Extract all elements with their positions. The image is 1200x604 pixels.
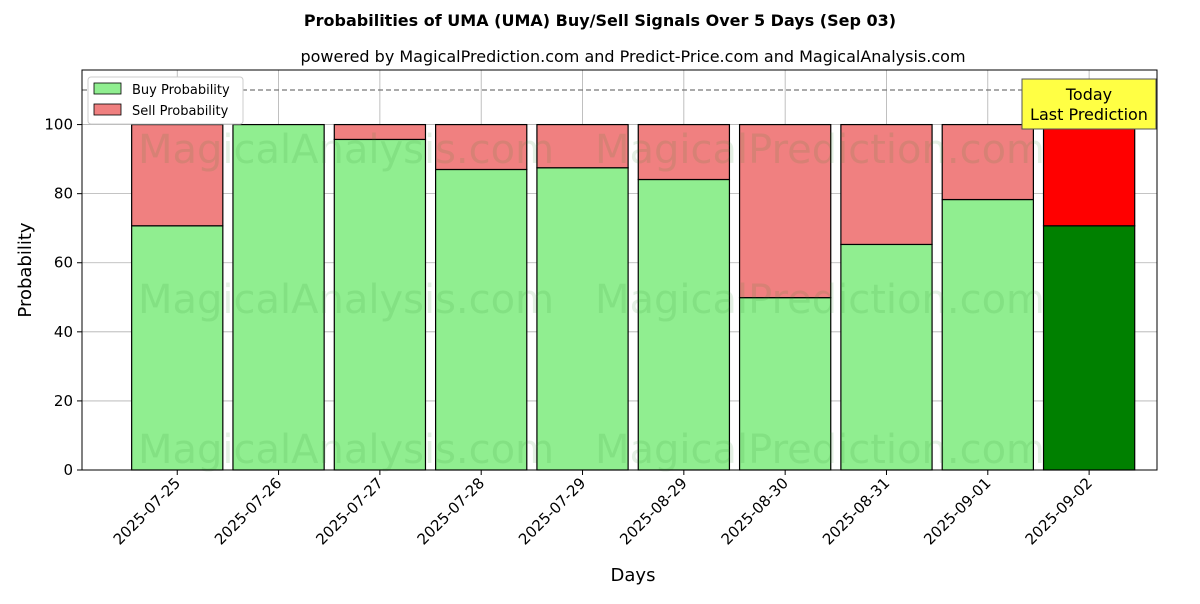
bar-sell bbox=[1042, 123, 1136, 227]
bar-sell bbox=[333, 123, 427, 141]
chart-subtitle: powered by MagicalPrediction.com and Pre… bbox=[300, 47, 965, 66]
x-tick-label: 2025-08-31 bbox=[819, 474, 893, 548]
y-axis-label: Probability bbox=[15, 222, 36, 317]
bar-buy bbox=[435, 168, 528, 471]
x-tick-label: 2025-09-01 bbox=[920, 474, 994, 548]
x-tick-label: 2025-09-02 bbox=[1022, 474, 1096, 548]
bar-buy bbox=[738, 297, 832, 471]
y-tick-label: 0 bbox=[63, 461, 73, 479]
y-tick-label: 100 bbox=[44, 116, 73, 134]
bar-sell bbox=[738, 123, 832, 299]
y-tick-label: 80 bbox=[54, 185, 73, 203]
y-tick-label: 40 bbox=[54, 323, 73, 341]
annotation-line2: Last Prediction bbox=[1030, 105, 1148, 124]
watermark: MagicalAnalysis.com bbox=[138, 127, 554, 173]
legend-swatch-buy bbox=[93, 82, 122, 95]
legend-label-sell: Sell Probability bbox=[132, 104, 229, 119]
x-tick-label: 2025-08-29 bbox=[616, 474, 690, 548]
bar-sell bbox=[536, 123, 629, 169]
bar-sell bbox=[637, 123, 731, 181]
y-tick-label: 60 bbox=[54, 254, 73, 272]
watermark: MagicalAnalysis.com bbox=[138, 427, 554, 473]
today-annotation: Today Last Prediction bbox=[1021, 78, 1157, 130]
bar-buy bbox=[1042, 225, 1136, 471]
bar-sell bbox=[840, 123, 933, 246]
bar-buy bbox=[637, 178, 731, 471]
watermark: MagicalPrediction.com bbox=[595, 277, 1045, 323]
y-tick-label: 20 bbox=[54, 392, 73, 410]
watermark: MagicalAnalysis.com bbox=[138, 277, 554, 323]
x-tick-label: 2025-07-29 bbox=[515, 474, 589, 548]
bar-buy bbox=[333, 138, 427, 471]
x-tick-label: 2025-07-28 bbox=[414, 474, 488, 548]
bar-buy bbox=[536, 167, 629, 471]
x-tick-label: 2025-07-26 bbox=[211, 474, 285, 548]
annotation-line1: Today bbox=[1065, 85, 1112, 104]
plot-frame bbox=[81, 69, 1158, 471]
x-tick-label: 2025-08-30 bbox=[718, 474, 792, 548]
watermark: MagicalPrediction.com bbox=[595, 427, 1045, 473]
chart-title: Probabilities of UMA (UMA) Buy/Sell Sign… bbox=[304, 11, 896, 30]
legend-label-buy: Buy Probability bbox=[132, 83, 230, 98]
x-tick-label: 2025-07-27 bbox=[312, 474, 386, 548]
legend-swatch-sell bbox=[93, 103, 122, 116]
bar-sell bbox=[941, 123, 1034, 201]
legend: Buy Probability Sell Probability bbox=[87, 76, 244, 125]
bar-sell bbox=[435, 123, 528, 171]
x-axis-label: Days bbox=[611, 565, 656, 586]
watermark: MagicalPrediction.com bbox=[595, 127, 1045, 173]
x-tick-label: 2025-07-25 bbox=[110, 474, 184, 548]
bar-sell bbox=[131, 123, 224, 227]
bar-buy bbox=[840, 243, 933, 471]
bar-buy bbox=[131, 225, 224, 471]
